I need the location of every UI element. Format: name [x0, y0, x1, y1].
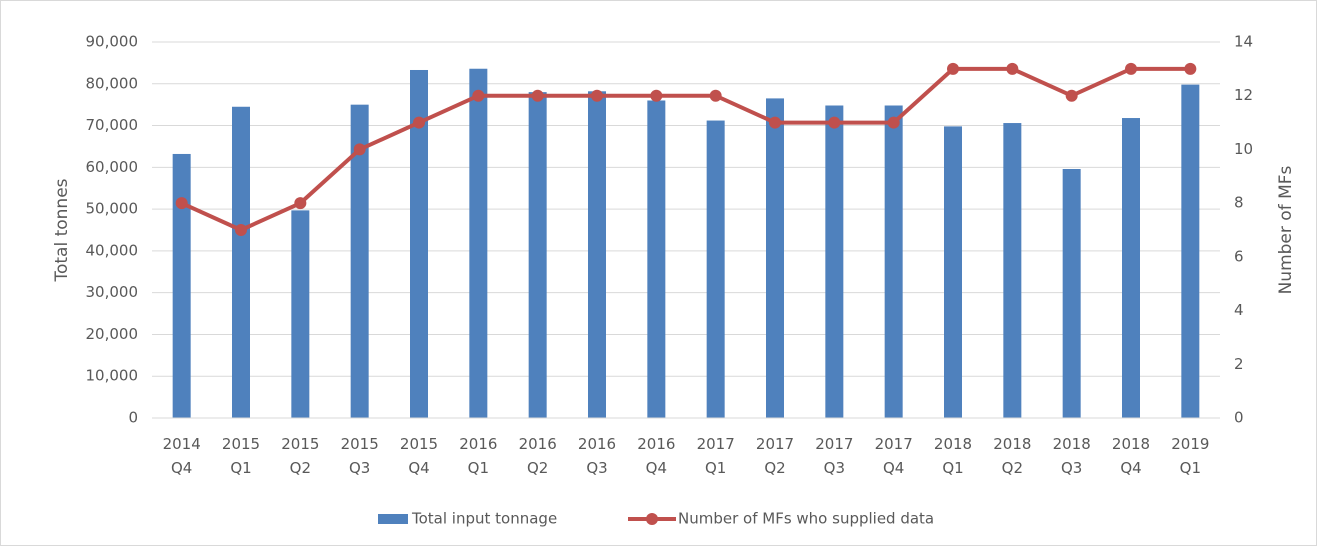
line-marker: [1125, 62, 1137, 75]
line-marker: [709, 89, 722, 102]
y-tick-label: 10,000: [86, 367, 139, 385]
line-marker: [828, 116, 841, 129]
bar: [706, 120, 725, 418]
x-tick-label: 2015 Q3: [341, 435, 379, 477]
y2-tick-label: 6: [1234, 247, 1244, 265]
y-tick-label: 80,000: [86, 74, 139, 92]
y-tick-label: 20,000: [86, 325, 139, 343]
bar: [410, 69, 428, 418]
y2-tick-label: 14: [1234, 33, 1253, 51]
y2-axis-title: Number of MFs: [1276, 165, 1296, 294]
x-tick-label: 2017 Q1: [697, 435, 735, 477]
x-tick-label: 2016 Q2: [519, 435, 557, 477]
x-tick-label: 2014 Q4: [163, 435, 201, 477]
bar: [232, 106, 250, 418]
x-tick-label: 2015 Q4: [400, 435, 438, 477]
x-tick-label: 2017 Q3: [815, 435, 853, 477]
y2-tick-label: 10: [1234, 140, 1253, 158]
x-tick-label: 2016 Q1: [459, 435, 497, 477]
line-marker: [472, 89, 485, 102]
bar: [825, 105, 844, 418]
legend-swatch: [378, 514, 408, 524]
bar: [291, 210, 310, 418]
y2-tick-label: 2: [1234, 355, 1244, 373]
line-marker: [887, 116, 900, 129]
line-marker: [531, 89, 544, 102]
y2-tick-label: 8: [1234, 194, 1244, 212]
x-tick-label: 2016 Q3: [578, 435, 616, 477]
x-tick-label: 2018 Q3: [1053, 435, 1091, 477]
x-tick-label: 2015 Q1: [222, 435, 260, 477]
bar: [944, 126, 962, 418]
line-marker: [591, 89, 603, 102]
line-marker: [947, 62, 959, 75]
x-tick-label: 2017 Q2: [756, 435, 794, 477]
line-marker: [294, 197, 307, 210]
bar: [1003, 123, 1022, 418]
line-marker: [235, 224, 247, 236]
bar: [1122, 118, 1140, 418]
x-tick-label: 2018 Q2: [993, 435, 1031, 477]
legend-label: Total input tonnage: [411, 510, 557, 528]
y-tick-label: 70,000: [86, 116, 139, 134]
x-tick-label: 2016 Q4: [637, 435, 675, 477]
legend-label: Number of MFs who supplied data: [678, 510, 934, 528]
bar: [1062, 169, 1081, 418]
y-axis-title: Total tonnes: [52, 178, 72, 282]
bar: [588, 91, 606, 418]
bar: [172, 153, 191, 418]
bar: [1181, 84, 1200, 418]
y-tick-label: 0: [128, 409, 138, 427]
legend-swatch: [646, 513, 658, 525]
bar: [528, 92, 547, 418]
y-tick-label: 50,000: [86, 200, 139, 218]
line-marker: [1065, 89, 1078, 102]
bar: [884, 105, 903, 418]
bar: [350, 104, 369, 419]
x-tick-label: 2017 Q4: [875, 435, 913, 477]
line: [180, 66, 1191, 233]
line-marker: [650, 89, 663, 102]
x-tick-label: 2018 Q4: [1112, 435, 1150, 477]
y-tick-label: 90,000: [86, 33, 139, 51]
line-marker: [1184, 62, 1197, 75]
y-tick-label: 60,000: [86, 158, 139, 176]
line-marker: [769, 116, 781, 129]
bar: [766, 98, 784, 419]
y2-tick-label: 12: [1234, 86, 1253, 104]
line-marker: [353, 143, 366, 156]
y-tick-label: 40,000: [86, 241, 139, 259]
x-tick-label: 2019 Q1: [1171, 435, 1209, 477]
bar: [469, 68, 488, 418]
line-marker: [1006, 62, 1019, 75]
bar: [647, 100, 666, 418]
x-tick-label: 2015 Q2: [281, 435, 319, 477]
y-tick-label: 30,000: [86, 283, 139, 301]
x-tick-label: 2018 Q1: [934, 435, 972, 477]
line-marker: [413, 116, 425, 129]
line-marker: [175, 197, 188, 210]
y2-tick-label: 4: [1234, 301, 1244, 319]
y2-tick-label: 0: [1234, 409, 1244, 427]
